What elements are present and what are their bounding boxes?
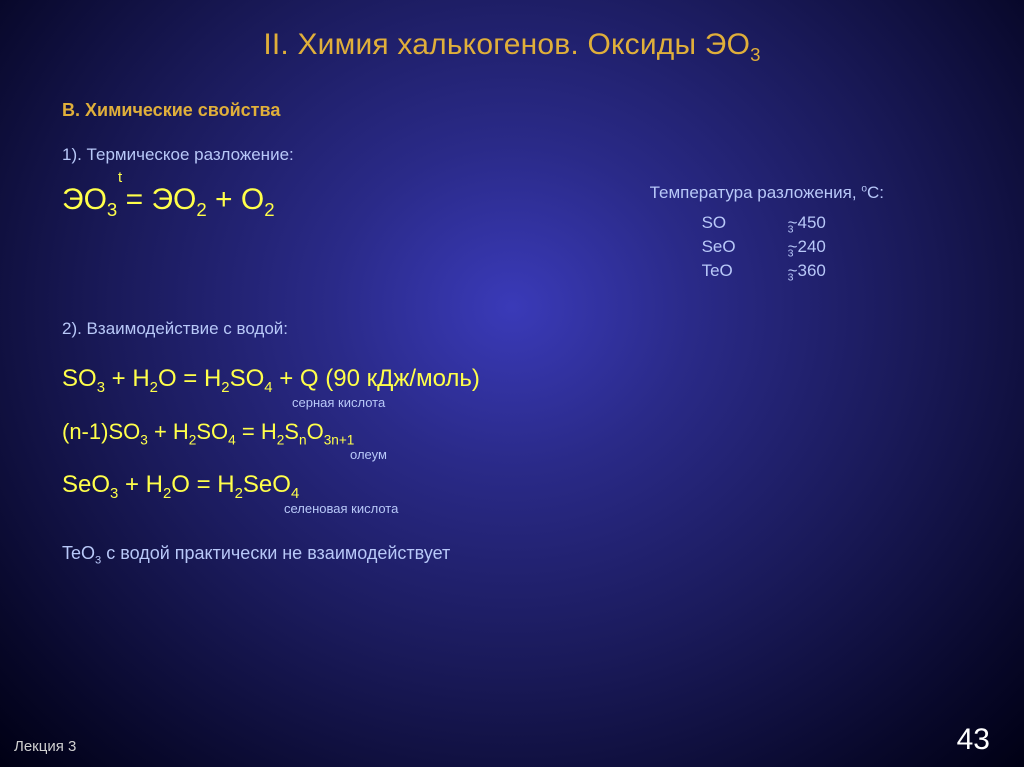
equation-4: SeO3 + H2O = H2SeO4 селеновая кислота [62,471,1024,499]
temp-row: SO3 ~450 [702,213,884,233]
title-sub: 3 [750,44,761,65]
equation-2: SO3 + H2O = H2SO4 + Q (90 кДж/моль) серн… [62,365,1024,393]
section-heading: В. Химические свойства [62,100,1024,121]
eq2-annotation: серная кислота [292,395,385,410]
slide: II. Химия халькогенов. Оксиды ЭО3 В. Хим… [0,0,1024,767]
temp-row: TeO3 ~360 [702,261,884,281]
page-number: 43 [957,723,990,757]
point-1: 1). Термическое разложение: [62,145,1024,165]
point-2: 2). Взаимодействие с водой: [62,319,1024,339]
eq4-annotation: селеновая кислота [284,501,398,516]
eq1-condition: t [118,169,122,186]
eq3-line: (n-1)SO3 + H2SO4 = H2SnO3n+1 [62,419,354,444]
equation-row-1: t ЭО3 = ЭО2 + O2 Температура разложения,… [0,183,1024,285]
footer-left: Лекция 3 [14,738,76,755]
eq4-line: SeO3 + H2O = H2SeO4 [62,471,299,498]
equation-1: t ЭО3 = ЭО2 + O2 [62,183,275,217]
temp-title: Температура разложения, оС: [650,183,884,203]
equation-3: (n-1)SO3 + H2SO4 = H2SnO3n+1 олеум [62,419,1024,445]
title-text: II. Химия халькогенов. Оксиды ЭО [263,28,750,61]
eq2-line: SO3 + H2O = H2SO4 + Q (90 кДж/моль) [62,365,480,392]
eq3-annotation: олеум [350,447,387,462]
note-line: TeO3 с водой практически не взаимодейств… [62,543,1024,564]
temperature-table: Температура разложения, оС: SO3 ~450 SeO… [650,183,884,285]
temp-row: SeO3 ~240 [702,237,884,257]
slide-title: II. Химия халькогенов. Оксиды ЭО3 [0,0,1024,62]
